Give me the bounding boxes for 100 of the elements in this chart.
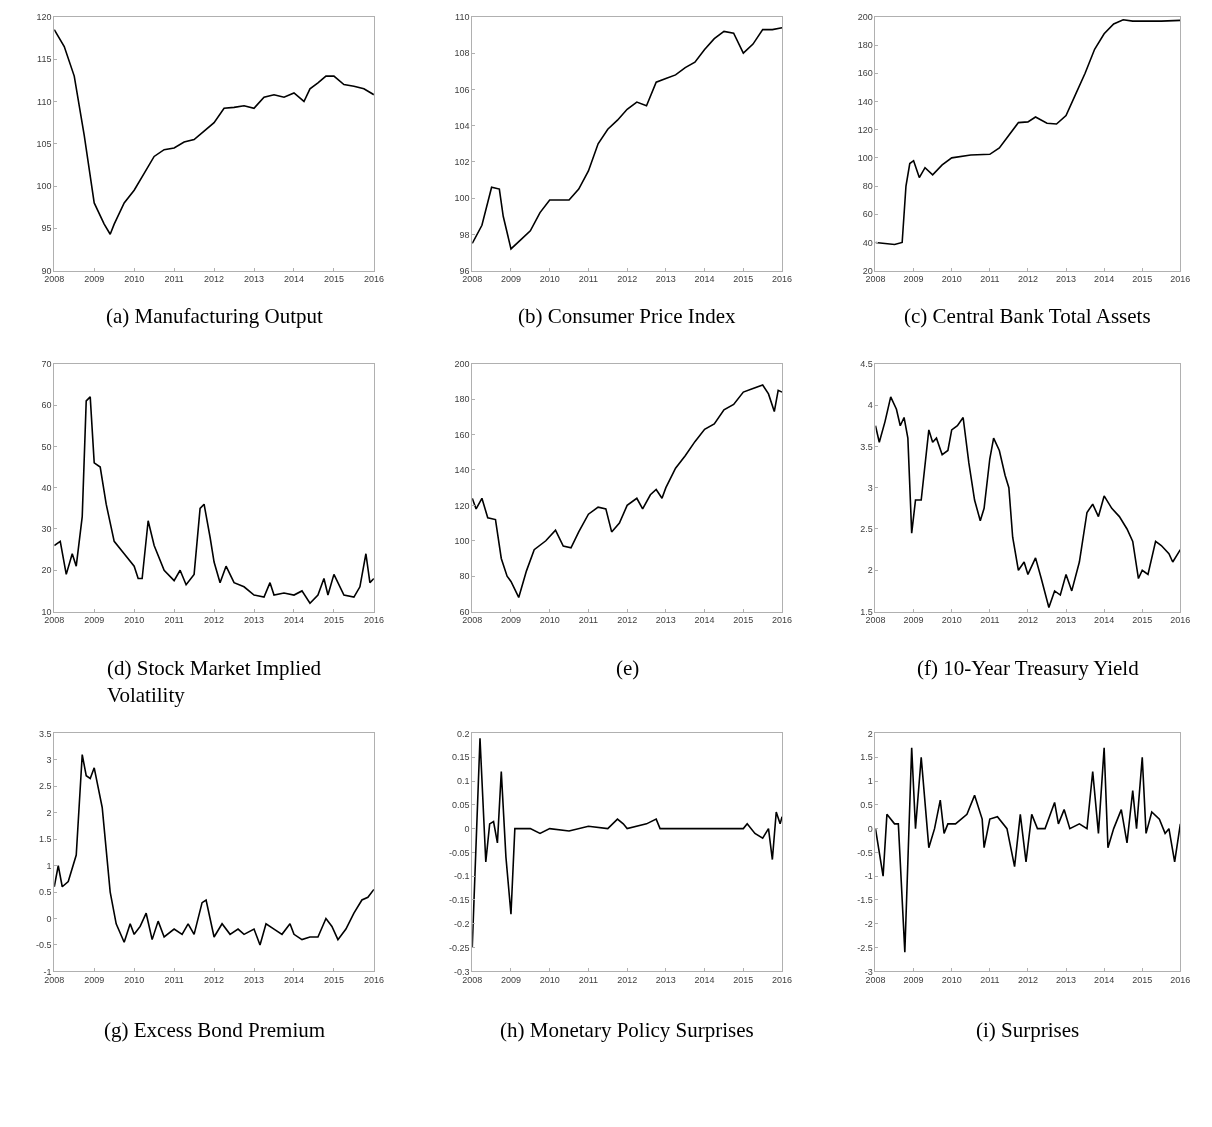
- y-tick-label: 3: [867, 482, 873, 493]
- y-tick-label: 100: [454, 193, 470, 204]
- y-tick-label: 1.5: [860, 606, 873, 617]
- y-tick-label: 2: [867, 565, 873, 576]
- line-series: [54, 396, 374, 605]
- x-tick-label: 2010: [124, 274, 145, 285]
- y-tick-label: 160: [454, 429, 470, 440]
- x-tick-label: 2010: [539, 975, 560, 986]
- line-series: [875, 746, 1181, 954]
- x-tick-label: 2014: [283, 975, 304, 986]
- text: (h) Monetary Policy Surprises: [500, 1018, 754, 1042]
- x-tick-label: 2008: [44, 615, 65, 626]
- x-tick-label: 2016: [772, 274, 793, 285]
- x-tick-label: 2011: [980, 274, 1000, 285]
- y-tick-label: 0: [46, 913, 52, 924]
- y-tick-label: 4.5: [860, 358, 873, 369]
- x-tick-label: 2011: [164, 975, 184, 986]
- x-tick-label: 2008: [865, 975, 886, 986]
- x-tick-label: 2008: [44, 274, 65, 285]
- x-tick-label: 2011: [980, 975, 1000, 986]
- x-tick-label: 2011: [164, 615, 184, 626]
- y-tick-label: -0.5: [35, 940, 52, 951]
- y-tick-label: 110: [37, 96, 52, 107]
- y-tick-label: 20: [41, 565, 52, 576]
- y-tick-label: 2.5: [860, 524, 873, 535]
- x-tick-label: 2015: [733, 615, 754, 626]
- y-tick-label: 30: [41, 524, 52, 535]
- y-tick-label: 3.5: [860, 441, 873, 452]
- x-tick-label: 2016: [772, 615, 793, 626]
- x-tick-label: 2008: [865, 274, 886, 285]
- y-tick-label: 106: [454, 84, 470, 95]
- text: (a) Manufacturing Output: [106, 304, 324, 328]
- x-tick-label: 2013: [655, 274, 676, 285]
- y-tick-label: 2: [46, 807, 52, 818]
- y-tick-label: 100: [36, 181, 52, 192]
- y-tick-label: 120: [36, 12, 52, 23]
- x-tick-label: 2009: [903, 615, 924, 626]
- x-tick-label: 2008: [44, 975, 65, 986]
- x-tick-label: 2014: [694, 274, 715, 285]
- y-tick-label: 4: [867, 400, 873, 411]
- y-tick-label: 120: [857, 124, 873, 135]
- x-tick-label: 2016: [363, 615, 384, 626]
- x-tick-label: 2011: [578, 274, 599, 285]
- y-tick-label: 0.1: [456, 776, 470, 787]
- y-tick-label: 1.5: [860, 752, 873, 763]
- text: (b) Consumer Price Index: [518, 304, 737, 328]
- x-tick-label: 2008: [865, 615, 886, 626]
- y-tick-label: 0.15: [451, 752, 470, 763]
- x-tick-label: 2013: [1056, 274, 1077, 285]
- y-tick-label: 120: [454, 500, 470, 511]
- line-series: [54, 753, 374, 946]
- y-tick-label: -0.2: [453, 918, 470, 929]
- y-tick-label: 2.5: [38, 781, 52, 792]
- y-tick-label: 0: [867, 823, 873, 834]
- x-tick-label: 2013: [1056, 615, 1077, 626]
- y-tick-label: -3: [864, 966, 873, 977]
- x-tick-label: 2009: [903, 975, 924, 986]
- y-tick-label: -2: [864, 918, 873, 929]
- line-series: [472, 384, 783, 599]
- x-tick-label: 2013: [655, 975, 676, 986]
- x-tick-label: 2016: [1170, 975, 1191, 986]
- x-tick-label: 2010: [124, 975, 145, 986]
- y-tick-label: 200: [857, 12, 873, 23]
- line-series: [875, 396, 1181, 609]
- y-tick-label: 100: [857, 153, 873, 163]
- y-tick-label: 70: [41, 358, 52, 369]
- y-tick-label: 98: [459, 229, 470, 240]
- x-tick-label: 2016: [363, 274, 384, 285]
- x-tick-label: 2010: [941, 615, 962, 626]
- x-tick-label: 2015: [1132, 274, 1153, 285]
- y-tick-label: 140: [454, 465, 470, 476]
- x-tick-label: 2009: [500, 615, 521, 626]
- x-tick-label: 2010: [124, 615, 145, 626]
- y-tick-label: 80: [459, 571, 470, 582]
- x-tick-label: 2009: [84, 615, 105, 626]
- line-series: [472, 26, 783, 250]
- y-tick-label: 180: [857, 40, 873, 51]
- x-tick-label: 2016: [1170, 274, 1191, 285]
- line-series: [875, 18, 1181, 246]
- y-tick-label: 0.5: [860, 799, 873, 810]
- x-tick-label: 2015: [1132, 975, 1153, 986]
- y-tick-label: 108: [454, 48, 470, 59]
- y-tick-label: 80: [862, 181, 873, 192]
- text: (f) 10-Year Treasury Yield: [917, 656, 1140, 680]
- y-tick-label: -1: [43, 966, 52, 977]
- y-tick-label: 20: [862, 265, 873, 276]
- x-tick-label: 2014: [1094, 615, 1115, 626]
- y-tick-label: 105: [36, 138, 52, 149]
- x-tick-label: 2012: [617, 615, 638, 626]
- x-tick-label: 2010: [539, 274, 560, 285]
- x-tick-label: 2016: [1170, 615, 1191, 626]
- x-tick-label: 2010: [941, 274, 962, 285]
- x-tick-label: 2013: [1056, 975, 1077, 986]
- y-tick-label: 0.05: [451, 799, 470, 810]
- x-tick-label: 2012: [204, 615, 225, 626]
- y-tick-label: -0.25: [448, 942, 470, 953]
- y-tick-label: 104: [454, 120, 470, 131]
- x-tick-label: 2010: [941, 975, 962, 986]
- y-tick-label: 40: [862, 237, 873, 248]
- y-tick-label: 95: [41, 223, 52, 234]
